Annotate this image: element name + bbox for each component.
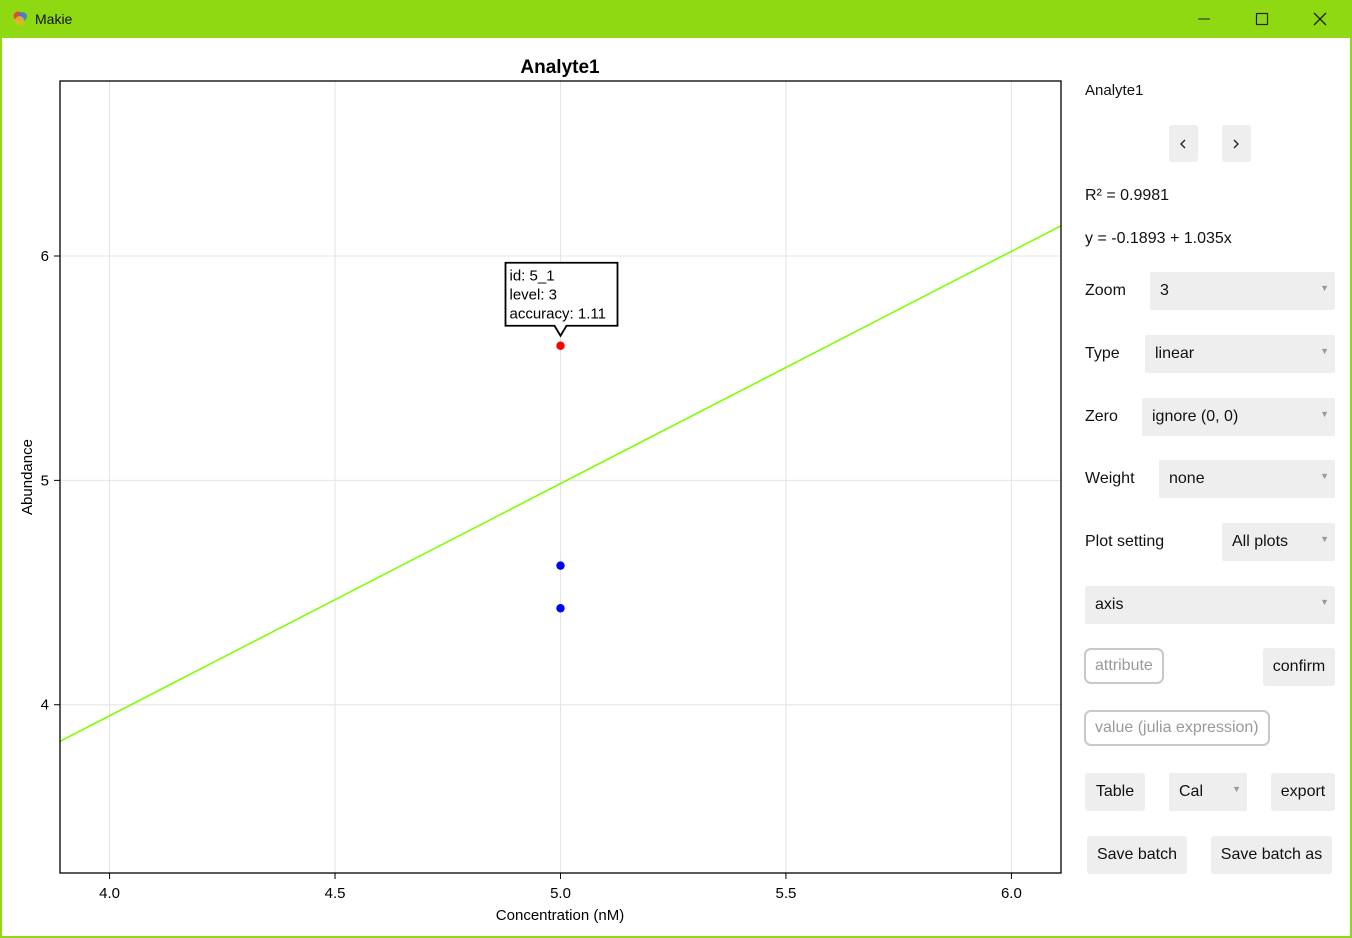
weight-value: none bbox=[1169, 470, 1205, 487]
data-point[interactable] bbox=[556, 604, 565, 613]
grid-lines bbox=[60, 81, 1061, 873]
chevron-down-icon: ▼ bbox=[1320, 597, 1329, 607]
zero-value: ignore (0, 0) bbox=[1152, 408, 1239, 425]
chevron-left-icon bbox=[1180, 139, 1186, 149]
attribute-input[interactable]: attribute bbox=[1084, 648, 1164, 684]
next-analyte-button[interactable] bbox=[1222, 125, 1251, 162]
close-button[interactable] bbox=[1291, 0, 1349, 38]
y-tick-label: 6 bbox=[41, 248, 49, 265]
x-tick-label: 4.5 bbox=[325, 885, 346, 902]
chevron-down-icon: ▼ bbox=[1320, 283, 1329, 293]
zero-dropdown[interactable]: ignore (0, 0) ▼ bbox=[1142, 398, 1335, 436]
chevron-down-icon: ▼ bbox=[1232, 784, 1241, 794]
tooltip-layer: id: 5_1 level: 3 accuracy: 1.11 bbox=[504, 261, 619, 338]
chevron-down-icon: ▼ bbox=[1320, 346, 1329, 356]
minimize-icon bbox=[1198, 18, 1210, 20]
analyte-name: Analyte1 bbox=[1085, 82, 1144, 99]
x-tick-label: 6.0 bbox=[1001, 885, 1022, 902]
tooltip-line: level: 3 bbox=[510, 287, 558, 304]
x-tick-label: 5.0 bbox=[550, 885, 571, 902]
regression-equation: y = -0.1893 + 1.035x bbox=[1085, 230, 1232, 247]
close-icon bbox=[1313, 12, 1327, 26]
weight-label: Weight bbox=[1085, 470, 1135, 487]
maximize-button[interactable] bbox=[1233, 0, 1291, 38]
type-dropdown[interactable]: linear ▼ bbox=[1145, 335, 1335, 373]
y-tick-label: 4 bbox=[41, 697, 49, 714]
chevron-down-icon: ▼ bbox=[1320, 471, 1329, 481]
plot-setting-label: Plot setting bbox=[1085, 533, 1165, 550]
window-title: Makie bbox=[35, 11, 73, 27]
x-tick-label: 4.0 bbox=[99, 885, 120, 902]
makie-logo-icon bbox=[13, 11, 27, 25]
fit-line-layer bbox=[60, 225, 1061, 743]
axis-value: axis bbox=[1095, 596, 1124, 613]
data-point[interactable] bbox=[556, 341, 565, 350]
chart-title: Analyte1 bbox=[520, 57, 600, 78]
confirm-button[interactable]: confirm bbox=[1263, 648, 1335, 686]
cal-value: Cal bbox=[1179, 783, 1204, 800]
chevron-down-icon: ▼ bbox=[1320, 534, 1329, 544]
tooltip-box bbox=[504, 261, 619, 338]
y-tick-label: 5 bbox=[41, 472, 49, 489]
zoom-label: Zoom bbox=[1085, 282, 1126, 299]
type-label: Type bbox=[1085, 345, 1120, 362]
data-point[interactable] bbox=[556, 561, 565, 570]
cal-dropdown[interactable]: Cal ▼ bbox=[1169, 773, 1247, 811]
maximize-icon bbox=[1255, 12, 1269, 26]
chevron-right-icon bbox=[1233, 139, 1239, 149]
axis-ticks: 4.0 4.5 5.0 5.5 6.0 4 5 6 bbox=[41, 248, 1022, 902]
minimize-button[interactable] bbox=[1175, 0, 1233, 38]
tooltip-line: id: 5_1 bbox=[510, 268, 555, 285]
zoom-dropdown[interactable]: 3 ▼ bbox=[1150, 272, 1335, 310]
calibration-chart[interactable]: Analyte1 id: 5_1 level: 3 accuracy: 1.11 4… bbox=[2, 38, 1077, 936]
type-value: linear bbox=[1155, 345, 1195, 362]
export-button[interactable]: export bbox=[1271, 773, 1335, 811]
main-content: Analyte1 id: 5_1 level: 3 accuracy: 1.11 4… bbox=[2, 38, 1350, 936]
x-tick-label: 5.5 bbox=[776, 885, 797, 902]
points-layer bbox=[556, 341, 565, 613]
table-button[interactable]: Table bbox=[1085, 773, 1145, 811]
previous-analyte-button[interactable] bbox=[1169, 125, 1198, 162]
zoom-value: 3 bbox=[1160, 282, 1169, 299]
title-bar: Makie bbox=[0, 0, 1352, 38]
save-batch-as-button[interactable]: Save batch as bbox=[1211, 836, 1332, 874]
regression-line bbox=[60, 225, 1061, 743]
r-squared-value: R² = 0.9981 bbox=[1085, 187, 1170, 204]
axis-dropdown[interactable]: axis ▼ bbox=[1085, 586, 1335, 624]
weight-dropdown[interactable]: none ▼ bbox=[1159, 460, 1335, 498]
zero-label: Zero bbox=[1085, 408, 1118, 425]
plot-setting-dropdown[interactable]: All plots ▼ bbox=[1222, 523, 1335, 561]
plot-setting-value: All plots bbox=[1232, 533, 1289, 550]
tooltip-line: accuracy: 1.11 bbox=[510, 306, 606, 323]
y-axis-label: Abundance bbox=[19, 439, 36, 515]
chevron-down-icon: ▼ bbox=[1320, 409, 1329, 419]
value-expression-input[interactable]: value (julia expression) bbox=[1084, 710, 1270, 746]
x-axis-label: Concentration (nM) bbox=[496, 907, 624, 924]
save-batch-button[interactable]: Save batch bbox=[1087, 836, 1187, 874]
